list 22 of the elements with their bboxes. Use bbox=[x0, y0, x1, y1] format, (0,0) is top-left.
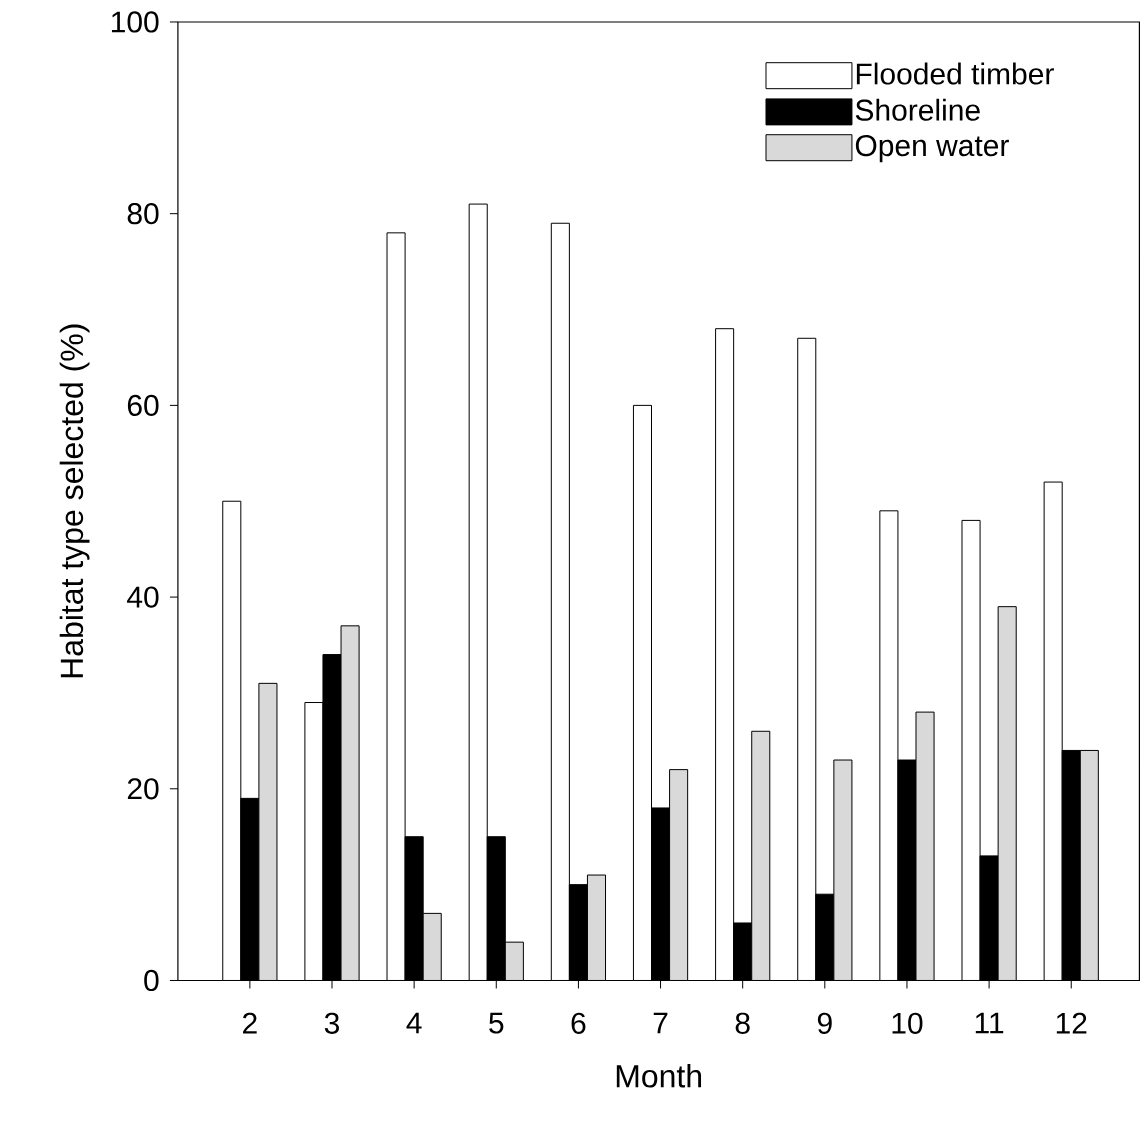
x-tick-label: 2 bbox=[243, 1012, 257, 1034]
x-tick-label: 9 bbox=[817, 1012, 832, 1034]
y-axis-title: Habitat type selected (%) bbox=[59, 324, 90, 678]
y-tick-label: 20 bbox=[127, 777, 159, 800]
x-tick-label: 6 bbox=[571, 1012, 586, 1034]
x-tick-label: 4 bbox=[406, 1012, 422, 1034]
x-axis-title: Month bbox=[616, 1063, 702, 1088]
x-tick-label: 8 bbox=[735, 1012, 750, 1034]
x-tick-label: 12 bbox=[1056, 1012, 1087, 1034]
x-tick-label: 5 bbox=[489, 1012, 504, 1034]
y-tick-label: 40 bbox=[127, 586, 159, 608]
x-tick-label: 7 bbox=[653, 1012, 668, 1034]
y-tick-label: 100 bbox=[111, 11, 159, 33]
x-tick-label: 11 bbox=[975, 1012, 1004, 1034]
x-tick-label: 10 bbox=[892, 1012, 923, 1034]
x-tick-label: 3 bbox=[324, 1012, 340, 1034]
y-tick-label: 80 bbox=[127, 202, 159, 225]
legend-label: Shoreline bbox=[855, 98, 980, 121]
legend-label: Open water bbox=[855, 134, 1009, 162]
legend-label: Flooded timber bbox=[856, 62, 1054, 85]
y-tick-label: 60 bbox=[127, 394, 159, 416]
y-tick-label: 0 bbox=[144, 969, 159, 991]
